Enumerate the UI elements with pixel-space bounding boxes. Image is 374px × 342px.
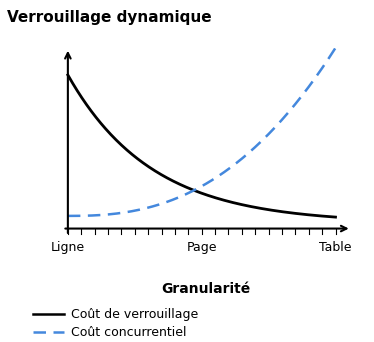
Text: Table: Table bbox=[319, 241, 352, 254]
Text: Verrouillage dynamique: Verrouillage dynamique bbox=[7, 10, 212, 25]
Text: Granularité: Granularité bbox=[161, 281, 250, 295]
Legend: Coût de verrouillage, Coût concurrentiel: Coût de verrouillage, Coût concurrentiel bbox=[28, 303, 203, 342]
Text: Ligne: Ligne bbox=[51, 241, 85, 254]
Text: Page: Page bbox=[186, 241, 217, 254]
